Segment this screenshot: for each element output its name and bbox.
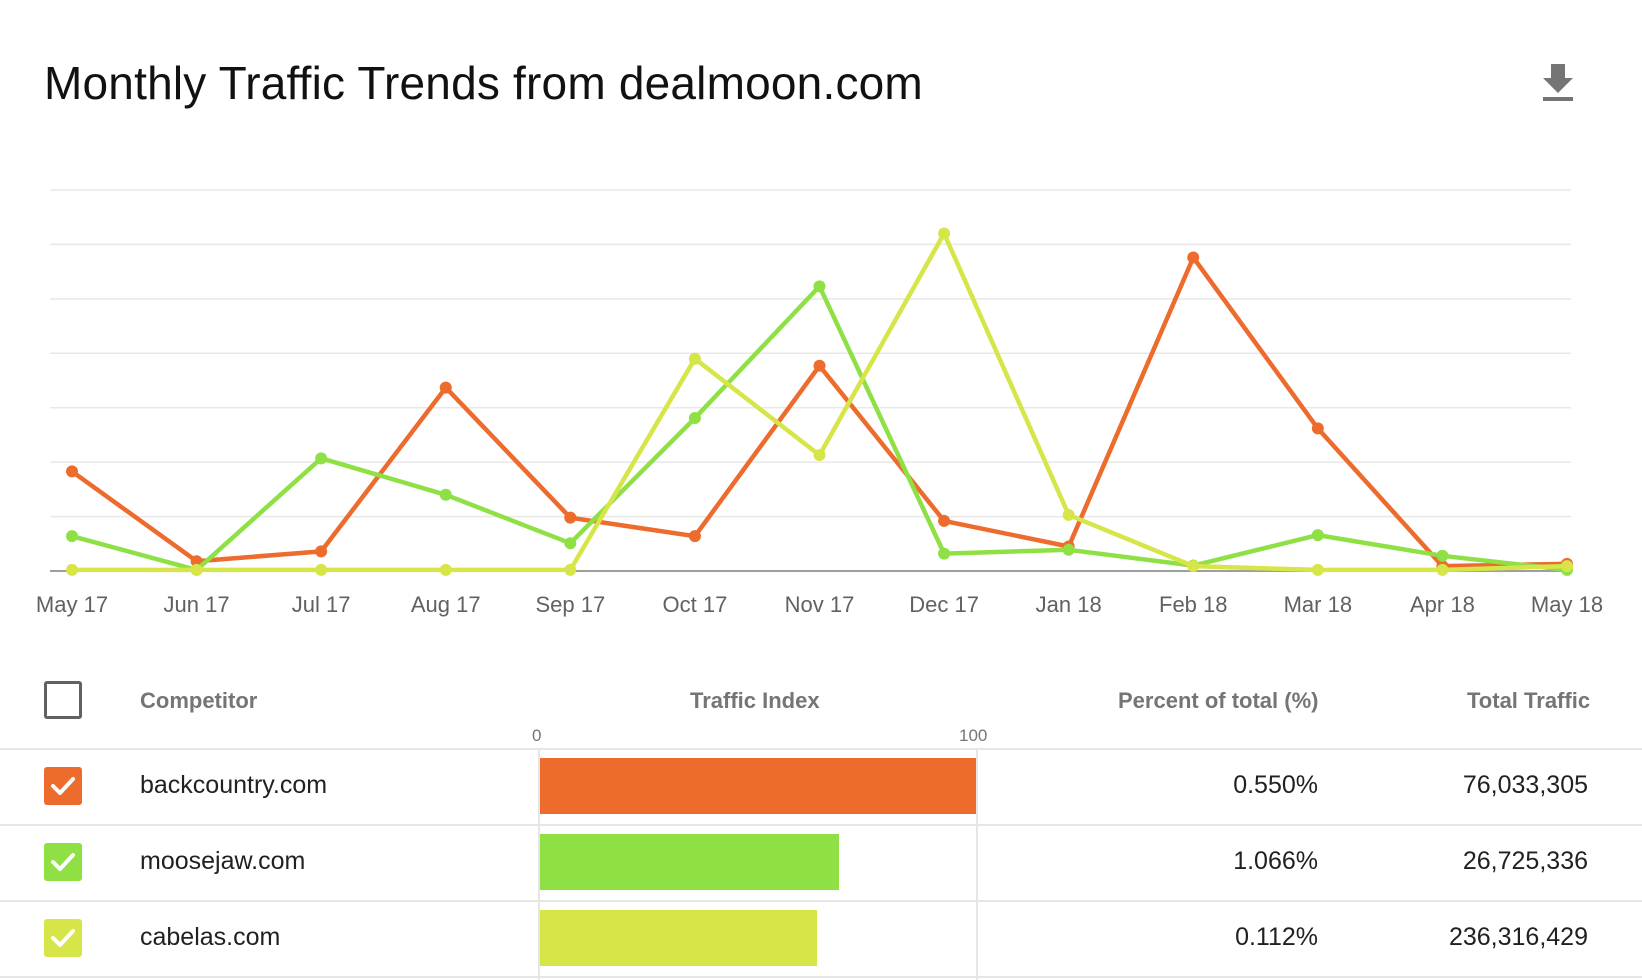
traffic-index-zero-line bbox=[538, 748, 540, 980]
select-all-checkbox[interactable] bbox=[44, 681, 82, 719]
data-point[interactable] bbox=[813, 359, 826, 372]
x-tick-label: Dec 17 bbox=[909, 592, 979, 617]
data-point[interactable] bbox=[1436, 563, 1449, 576]
total-traffic: 26,725,336 bbox=[1462, 847, 1588, 875]
data-point[interactable] bbox=[938, 227, 951, 240]
row-divider bbox=[0, 900, 1642, 902]
row-divider bbox=[0, 976, 1642, 978]
x-tick-label: Jan 18 bbox=[1036, 592, 1102, 617]
data-point[interactable] bbox=[564, 511, 577, 524]
header-traffic-index[interactable]: Traffic Index bbox=[690, 688, 820, 713]
total-traffic: 236,316,429 bbox=[1448, 923, 1588, 951]
row-divider bbox=[0, 748, 1642, 750]
line-chart: May 17 Jun 17 Jul 17 Aug 17 Sep 17 Oct 17 Nov … bbox=[36, 189, 1603, 617]
data-point[interactable] bbox=[439, 381, 452, 394]
x-tick-label: Nov 17 bbox=[785, 592, 855, 617]
x-tick-label: Mar 18 bbox=[1284, 592, 1352, 617]
data-point[interactable] bbox=[813, 449, 826, 462]
header-percent-of-total[interactable]: Percent of total (%) bbox=[1118, 688, 1319, 713]
data-point[interactable] bbox=[1561, 560, 1573, 573]
data-point[interactable] bbox=[688, 412, 701, 425]
data-point[interactable] bbox=[66, 563, 78, 576]
percent-of-total: 1.066% bbox=[1233, 847, 1318, 875]
download-icon bbox=[1543, 64, 1573, 101]
row-checkbox[interactable] bbox=[44, 767, 82, 805]
traffic-index-bar bbox=[540, 834, 839, 890]
competitor-name[interactable]: backcountry.com bbox=[140, 771, 328, 799]
data-point[interactable] bbox=[564, 563, 577, 576]
chart-series bbox=[66, 227, 1573, 576]
row-divider bbox=[0, 824, 1642, 826]
header-competitor[interactable]: Competitor bbox=[140, 688, 258, 713]
x-tick-label: May 17 bbox=[36, 592, 108, 617]
traffic-index-scale-min: 0 bbox=[532, 726, 542, 745]
data-point[interactable] bbox=[1311, 422, 1324, 435]
series-backcountry-com bbox=[66, 251, 1573, 573]
data-point[interactable] bbox=[315, 545, 328, 558]
competitor-name[interactable]: moosejaw.com bbox=[140, 847, 306, 875]
chart-gridlines bbox=[50, 189, 1571, 572]
x-tick-label: Feb 18 bbox=[1159, 592, 1228, 617]
data-point[interactable] bbox=[66, 465, 78, 478]
data-point[interactable] bbox=[688, 352, 701, 365]
data-point[interactable] bbox=[315, 563, 328, 576]
data-point[interactable] bbox=[564, 537, 577, 550]
data-point[interactable] bbox=[1187, 251, 1200, 264]
data-point[interactable] bbox=[190, 563, 203, 576]
x-tick-label: Sep 17 bbox=[535, 592, 605, 617]
series-cabelas-com bbox=[66, 227, 1573, 576]
data-point[interactable] bbox=[938, 514, 951, 527]
traffic-index-bar bbox=[540, 758, 976, 814]
series-line bbox=[70, 255, 1568, 569]
data-point[interactable] bbox=[439, 488, 452, 501]
data-point[interactable] bbox=[1062, 508, 1075, 521]
data-point[interactable] bbox=[66, 530, 78, 543]
data-point[interactable] bbox=[190, 555, 203, 568]
data-point[interactable] bbox=[1436, 549, 1449, 562]
page-title: Monthly Traffic Trends from dealmoon.com bbox=[44, 57, 923, 109]
row-checkbox[interactable] bbox=[44, 919, 82, 957]
data-point[interactable] bbox=[1062, 543, 1075, 556]
data-point[interactable] bbox=[315, 452, 328, 465]
x-tick-label: Apr 18 bbox=[1410, 592, 1475, 617]
data-point[interactable] bbox=[813, 280, 826, 293]
competitor-name[interactable]: cabelas.com bbox=[140, 923, 281, 951]
x-tick-label: Oct 17 bbox=[663, 592, 728, 617]
data-point[interactable] bbox=[688, 530, 701, 543]
data-point[interactable] bbox=[1311, 529, 1324, 542]
series-moosejaw-com bbox=[66, 280, 1573, 576]
traffic-index-bar bbox=[540, 910, 817, 966]
checkmark-icon bbox=[51, 777, 75, 795]
checkmark-icon bbox=[51, 929, 75, 947]
x-axis-ticks: May 17 Jun 17 Jul 17 Aug 17 Sep 17 Oct 17 Nov … bbox=[36, 592, 1603, 617]
x-tick-label: Aug 17 bbox=[411, 592, 481, 617]
x-tick-label: May 18 bbox=[1531, 592, 1603, 617]
data-point[interactable] bbox=[938, 547, 951, 560]
download-button[interactable] bbox=[1540, 62, 1576, 104]
percent-of-total: 0.550% bbox=[1233, 771, 1318, 799]
total-traffic: 76,033,305 bbox=[1462, 771, 1588, 799]
x-tick-label: Jul 17 bbox=[292, 592, 351, 617]
data-point[interactable] bbox=[439, 563, 452, 576]
checkmark-icon bbox=[51, 853, 75, 871]
data-point[interactable] bbox=[1311, 563, 1324, 576]
traffic-index-scale-max: 100 bbox=[959, 726, 988, 745]
x-tick-label: Jun 17 bbox=[164, 592, 230, 617]
percent-of-total: 0.112% bbox=[1235, 923, 1318, 951]
data-point[interactable] bbox=[1187, 560, 1200, 573]
header-total-traffic[interactable]: Total Traffic bbox=[1467, 688, 1591, 713]
traffic-index-max-line bbox=[976, 748, 978, 980]
series-line bbox=[71, 284, 1568, 573]
row-checkbox[interactable] bbox=[44, 843, 82, 881]
